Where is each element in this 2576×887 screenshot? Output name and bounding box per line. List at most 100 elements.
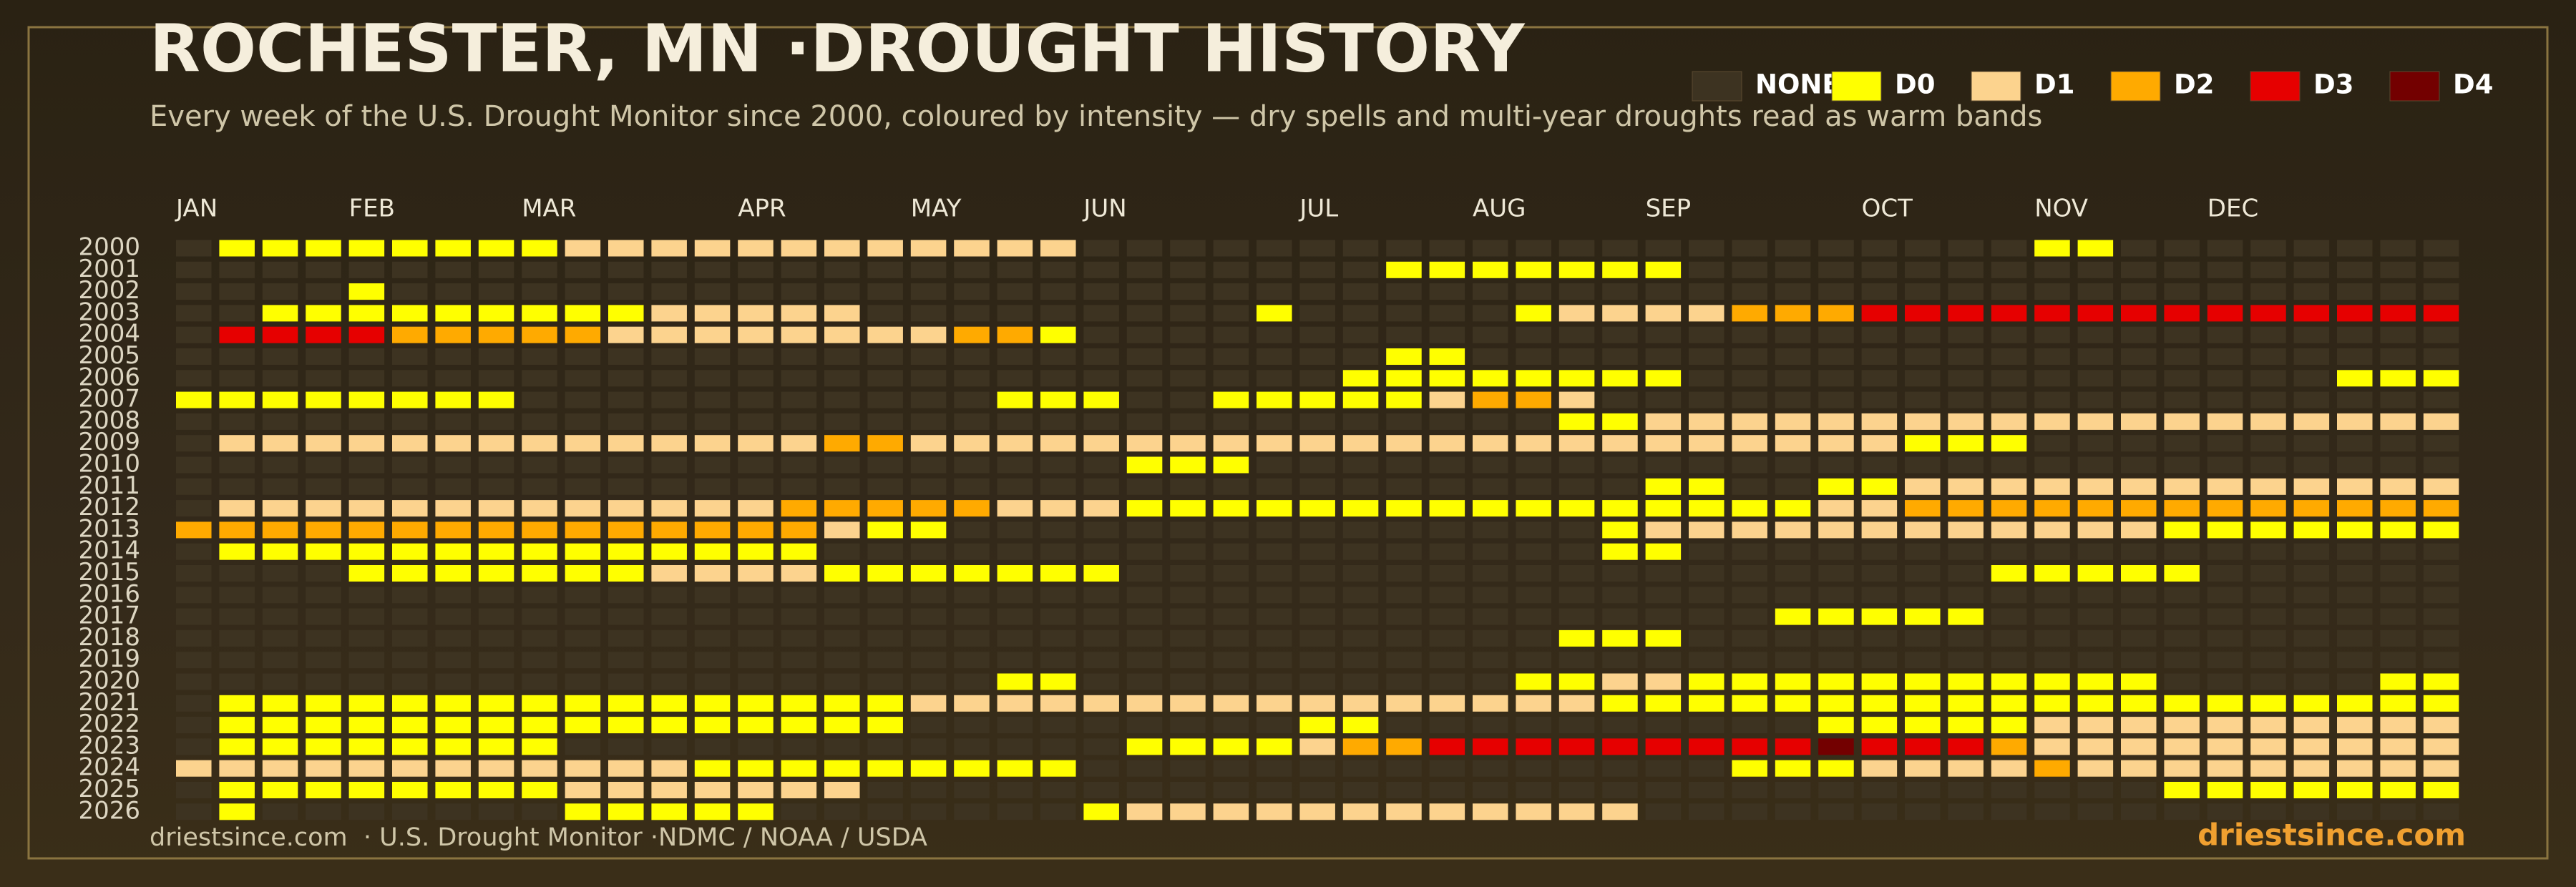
heat-cell [2423, 564, 2459, 582]
heat-cell [1558, 326, 1595, 343]
heat-cell [1083, 413, 1119, 430]
heat-cell [2034, 500, 2070, 517]
y-tick-label: 2025 [78, 775, 140, 803]
heat-cell [781, 803, 817, 820]
heat-cell [1905, 456, 1941, 474]
heat-cell [694, 781, 731, 799]
heat-cell [738, 283, 774, 300]
heat-cell [262, 543, 298, 560]
legend-label: D2 [2174, 69, 2214, 100]
heat-cell [435, 695, 471, 712]
heat-cell [262, 673, 298, 690]
heat-cell [1645, 760, 1682, 777]
y-tick-label: 2016 [78, 579, 140, 608]
heat-cell [1040, 391, 1076, 408]
heat-cell [478, 240, 514, 257]
heat-cell [1775, 391, 1811, 408]
heat-cell [1213, 781, 1249, 799]
heat-cell [2034, 608, 2070, 625]
heat-cell [1386, 717, 1422, 734]
heat-cell [1818, 629, 1854, 647]
heat-cell [1948, 673, 1984, 690]
heat-cell [392, 478, 428, 495]
heat-cell [1775, 305, 1811, 322]
heat-cell [1689, 435, 1724, 452]
heat-cell [565, 673, 601, 690]
heat-cell [1558, 435, 1595, 452]
frame [27, 26, 2549, 860]
heat-cell [997, 326, 1033, 343]
heat-cell [1040, 478, 1076, 495]
heat-cell [1775, 629, 1811, 647]
heat-cell [1386, 803, 1422, 820]
heat-cell [738, 781, 774, 799]
heat-cell [867, 305, 903, 322]
heat-cell [651, 695, 687, 712]
heat-cell [2250, 326, 2286, 343]
heat-cell [910, 370, 947, 387]
heat-cell [1948, 803, 1984, 820]
heat-cell [262, 717, 298, 734]
heat-cell [2337, 370, 2373, 387]
heat-cell [2293, 695, 2330, 712]
heat-cell [565, 370, 601, 387]
heat-cell [1299, 413, 1335, 430]
heat-cell [2423, 240, 2459, 257]
heat-cell [478, 564, 514, 582]
heat-cell [2121, 413, 2157, 430]
heat-cell [1516, 521, 1551, 539]
heat-cell [1342, 240, 1379, 257]
heat-cell [1645, 781, 1682, 799]
heat-cell [1083, 478, 1119, 495]
heat-cell [1516, 261, 1551, 278]
heat-cell [1732, 391, 1767, 408]
heat-cell [781, 652, 817, 669]
heat-cell [1775, 717, 1811, 734]
heat-cell [522, 673, 557, 690]
heat-cell [1558, 283, 1595, 300]
heat-cell [1818, 738, 1854, 755]
heat-cell [1040, 738, 1076, 755]
heat-cell [1213, 500, 1249, 517]
heat-cell [824, 629, 860, 647]
source-note: driestsince.com · U.S. Drought Monitor ·… [150, 823, 927, 852]
heat-cell [1775, 695, 1811, 712]
heat-cell [1040, 564, 1076, 582]
heat-cell [824, 521, 860, 539]
heat-cell [2293, 391, 2330, 408]
heat-cell [2207, 240, 2243, 257]
heat-cell [1948, 781, 1984, 799]
heat-cell [824, 283, 860, 300]
heat-cell [392, 781, 428, 799]
heat-cell [435, 478, 471, 495]
heat-cell [2077, 717, 2114, 734]
heat-cell [2207, 305, 2243, 322]
heat-cell [1170, 391, 1206, 408]
heat-cell [2250, 521, 2286, 539]
heat-cell [262, 781, 298, 799]
heat-cell [694, 629, 731, 647]
x-tick-label: JAN [175, 195, 218, 223]
heat-cell [1473, 348, 1508, 366]
heat-cell [2164, 456, 2200, 474]
heat-cell [1861, 326, 1898, 343]
heat-cell [392, 305, 428, 322]
heat-cell [2077, 760, 2114, 777]
y-tick-label: 2009 [78, 428, 140, 456]
heat-cell [565, 781, 601, 799]
heat-cell [694, 456, 731, 474]
heat-cell [738, 629, 774, 647]
heat-cell [478, 760, 514, 777]
heat-cell [1905, 717, 1941, 734]
heat-cell [997, 283, 1033, 300]
heat-cell [2337, 391, 2373, 408]
heat-cell [1213, 803, 1249, 820]
heat-cell [392, 500, 428, 517]
heat-cell [262, 478, 298, 495]
heat-cell [738, 738, 774, 755]
heat-cell [1126, 348, 1163, 366]
heat-cell [694, 261, 731, 278]
heat-cell [1558, 413, 1595, 430]
heat-cell [1429, 283, 1465, 300]
heat-cell [1257, 608, 1292, 625]
